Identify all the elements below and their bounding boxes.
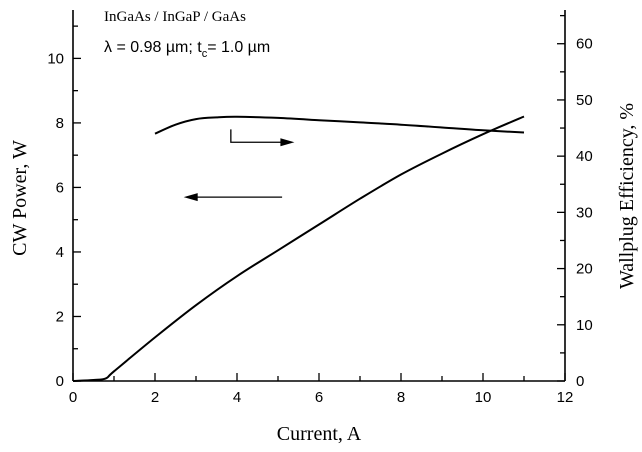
conditions-suffix: = 1.0 µm: [207, 39, 270, 56]
curves: [72, 115, 525, 382]
x-tick-label: 6: [315, 389, 323, 406]
right-y-axis-title: Wallplug Efficiency, %: [616, 103, 638, 289]
left-y-tick-label: 2: [56, 308, 64, 325]
right-y-tick-label: 20: [576, 261, 593, 278]
right-axis-arrow-line: [230, 129, 283, 143]
left-y-tick-label: 10: [47, 50, 64, 67]
material-annotation: InGaAs / InGaP / GaAs: [104, 9, 246, 25]
right-y-tick-label: 0: [576, 373, 584, 390]
x-tick-label: 8: [397, 389, 405, 406]
right-axis-arrow-head: [280, 138, 295, 147]
left-y-tick-label: 0: [56, 373, 64, 390]
right-y-tick-label: 30: [576, 204, 593, 221]
arrows: [183, 129, 295, 202]
right-y-tick-label: 50: [576, 92, 593, 109]
x-tick-label: 2: [151, 389, 159, 406]
efficiency-curve: [154, 115, 525, 135]
x-tick-label: 10: [475, 389, 492, 406]
conditions-annotation: λ = 0.98 µm; tc= 1.0 µm: [104, 39, 270, 60]
left-y-tick-label: 4: [56, 244, 64, 261]
axes: [72, 10, 566, 382]
x-tick-label: 0: [69, 389, 77, 406]
conditions-prefix: λ = 0.98 µm; t: [104, 39, 202, 56]
right-y-tick-label: 60: [576, 36, 593, 53]
x-tick-label: 12: [557, 389, 574, 406]
left-y-tick-label: 8: [56, 115, 64, 132]
power-curve: [72, 115, 525, 382]
left-y-axis-title: CW Power, W: [9, 140, 31, 256]
left-axis-arrow-head: [183, 193, 198, 202]
x-axis-title: Current, A: [277, 423, 362, 445]
x-tick-label: 4: [233, 389, 241, 406]
right-y-tick-label: 40: [576, 148, 593, 165]
right-y-tick-label: 10: [576, 317, 593, 334]
ticks: [72, 14, 566, 382]
left-y-tick-label: 6: [56, 179, 64, 196]
conditions-subscript: c: [202, 48, 208, 60]
